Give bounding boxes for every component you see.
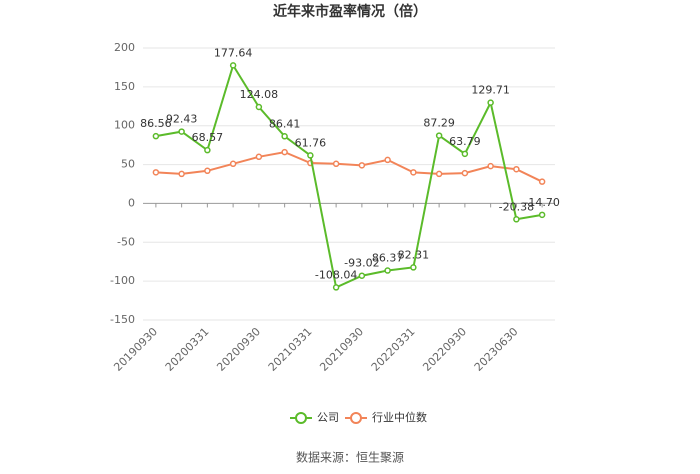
point <box>255 103 263 111</box>
point <box>204 146 211 154</box>
data-label: -14.70 <box>524 196 559 209</box>
point <box>487 162 494 170</box>
line <box>155 62 543 289</box>
data-label: 177.64 <box>214 46 253 59</box>
point <box>384 156 391 164</box>
chart-title: 近年来市盈率情况（倍） <box>273 3 427 20</box>
point <box>461 169 469 177</box>
point <box>487 99 494 106</box>
x-tick-label: 20230630 <box>472 325 521 374</box>
y-tick-label: 150 <box>114 80 135 93</box>
x-tick-label: 20210331 <box>266 325 315 374</box>
legend-marker <box>350 412 362 424</box>
data-label: 86.41 <box>269 117 301 130</box>
point <box>229 160 237 168</box>
data-label: 68.57 <box>192 131 224 144</box>
y-tick-label: 50 <box>121 158 135 171</box>
point <box>255 153 263 161</box>
data-label: 86.37 <box>372 252 404 265</box>
data-label: -93.02 <box>344 257 379 270</box>
legend-label: 公司 <box>317 411 339 424</box>
point <box>410 264 417 271</box>
point <box>332 160 340 168</box>
data-label: 63.79 <box>449 135 481 148</box>
point <box>461 150 469 158</box>
y-tick-label: 200 <box>114 41 135 54</box>
point <box>435 170 443 178</box>
point <box>281 148 288 156</box>
point <box>152 169 160 176</box>
y-tick-label: -50 <box>117 235 135 248</box>
data-label: 82.31 <box>398 248 430 261</box>
data-label: 86.56 <box>140 117 172 130</box>
line <box>155 151 543 183</box>
point <box>538 178 546 185</box>
data-label: -108.04 <box>315 268 357 281</box>
data-label: 61.76 <box>295 136 327 149</box>
x-tick-label: 20210930 <box>317 325 366 374</box>
y-tick-label: 100 <box>114 119 135 132</box>
point <box>178 170 185 178</box>
point <box>229 62 237 69</box>
point <box>435 132 443 139</box>
point <box>332 284 340 291</box>
point <box>281 133 288 140</box>
x-tick-label: 20220331 <box>369 325 418 374</box>
point <box>384 267 391 274</box>
x-tick-label: 20190930 <box>111 325 160 374</box>
point <box>178 128 185 135</box>
point <box>513 165 520 173</box>
data-label: 124.08 <box>240 88 279 101</box>
data-label: 92.43 <box>166 113 198 126</box>
y-tick-label: -100 <box>110 274 135 287</box>
point <box>513 216 520 223</box>
x-tick-label: 20220930 <box>420 325 469 374</box>
y-tick-label: 0 <box>128 196 135 209</box>
y-tick-label: -150 <box>110 313 135 326</box>
point <box>204 167 211 175</box>
x-tick-label: 20200331 <box>163 325 212 374</box>
legend-marker <box>295 412 307 424</box>
point <box>410 169 417 176</box>
point <box>152 132 160 140</box>
legend-label: 行业中位数 <box>372 410 427 424</box>
point <box>307 152 314 159</box>
data-label: -20.38 <box>499 200 534 213</box>
point <box>358 162 366 169</box>
point <box>538 211 546 219</box>
data-label: 129.71 <box>471 84 510 97</box>
x-tick-label: 20200930 <box>214 325 263 374</box>
source: 数据来源：恒生聚源 <box>296 450 404 465</box>
point <box>358 272 366 279</box>
data-label: 87.29 <box>423 117 455 130</box>
